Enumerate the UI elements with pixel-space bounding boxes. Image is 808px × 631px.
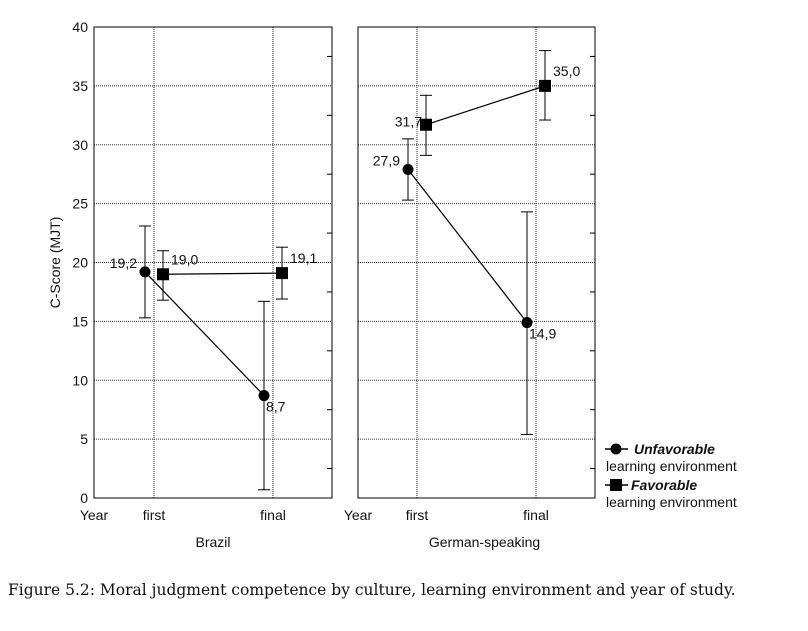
legend-marker-square xyxy=(610,479,622,491)
data-label: 19,0 xyxy=(171,251,198,267)
y-axis-label: C-Score (MJT) xyxy=(47,217,63,309)
x-tick-label: first xyxy=(143,507,166,523)
series-line xyxy=(407,169,528,323)
x-tick-label: first xyxy=(406,507,429,523)
data-point-square xyxy=(539,79,551,92)
y-tick-label: 30 xyxy=(72,137,88,153)
x-tick-label: final xyxy=(260,507,286,523)
legend-title: Favorable xyxy=(631,477,697,493)
series-line xyxy=(425,85,546,126)
y-tick-label: 35 xyxy=(72,78,88,94)
plot-frame xyxy=(93,26,333,499)
data-point-square xyxy=(157,268,169,281)
data-label: 8,7 xyxy=(266,399,286,415)
y-tick-label: 10 xyxy=(72,372,88,388)
data-label: 19,2 xyxy=(110,255,137,271)
data-label: 19,1 xyxy=(290,250,317,266)
data-point-square xyxy=(276,267,288,280)
data-point-circle xyxy=(139,266,151,278)
y-tick-label: 15 xyxy=(72,313,88,329)
legend-subtitle: learning environment xyxy=(606,458,737,474)
legend-title: Unfavorable xyxy=(634,441,715,457)
panel-label: German-speaking xyxy=(429,534,540,550)
data-point-circle xyxy=(258,390,270,402)
panel-label: Brazil xyxy=(195,534,230,550)
data-label: 31,7 xyxy=(395,114,422,130)
legend-subtitle: learning environment xyxy=(606,494,737,510)
y-tick-label: 25 xyxy=(72,196,88,212)
y-tick-label: 0 xyxy=(80,490,88,506)
x-axis-prefix: Year xyxy=(344,507,373,523)
x-axis-prefix: Year xyxy=(80,507,109,523)
figure-caption: Figure 5.2: Moral judgment competence by… xyxy=(8,581,736,599)
series-line xyxy=(162,272,283,275)
data-label: 27,9 xyxy=(373,152,400,168)
x-tick-label: final xyxy=(523,507,549,523)
data-label: 14,9 xyxy=(529,326,556,342)
chart: Year first final Brazil 19,2 8,7 19,0 19,1 Year f… xyxy=(47,19,737,550)
y-tick-label: 5 xyxy=(80,431,88,447)
data-label: 35,0 xyxy=(553,63,580,79)
series-line xyxy=(144,271,265,396)
plot-frame xyxy=(357,26,596,499)
data-point-circle xyxy=(402,163,414,175)
data-point-circle xyxy=(521,317,533,329)
y-tick-label: 40 xyxy=(72,19,88,35)
legend-marker-circle xyxy=(610,443,622,455)
data-point-square xyxy=(420,118,432,131)
y-tick-label: 20 xyxy=(72,255,88,271)
